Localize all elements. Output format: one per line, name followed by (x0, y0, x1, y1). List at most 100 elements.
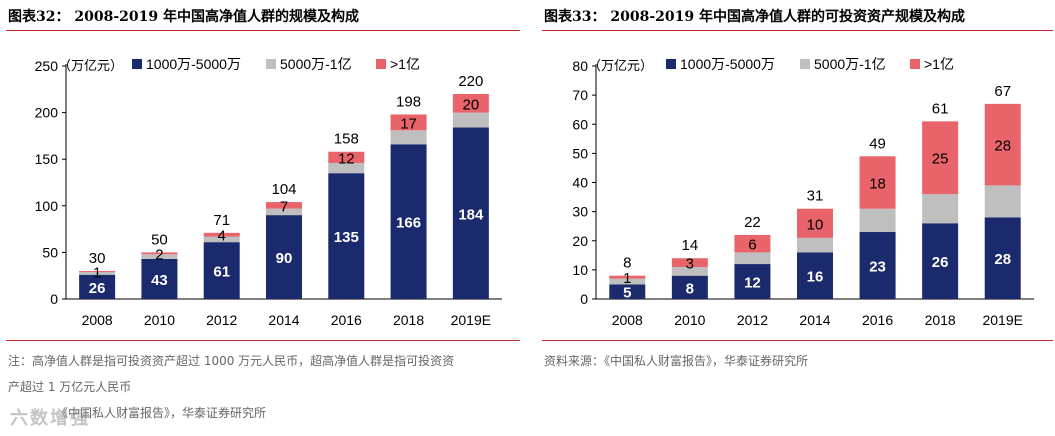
bar-segment (797, 252, 833, 299)
bar-segment (671, 258, 708, 267)
y-tick-label: 40 (572, 175, 588, 191)
total-label: 71 (213, 212, 230, 229)
x-tick-label: 2014 (268, 312, 299, 328)
bar-segment (984, 217, 1021, 299)
y-tick-label: 80 (572, 58, 588, 74)
total-label: 67 (994, 83, 1011, 100)
x-tick-label: 2012 (737, 312, 768, 328)
y-tick-label: 150 (35, 151, 59, 167)
x-tick-label: 2012 (206, 312, 237, 328)
data-label: 43 (151, 272, 168, 289)
x-tick-label: 2019E (982, 312, 1022, 328)
y-tick-label: 60 (572, 116, 588, 132)
legend-swatch (266, 59, 276, 69)
data-label: 4 (218, 228, 226, 245)
bar-segment (859, 208, 896, 233)
data-label: 28 (994, 138, 1011, 155)
note-line-2: 产超过 1 万亿元人民币 (8, 380, 132, 394)
legend-swatch (132, 59, 142, 69)
y-tick-label: 20 (572, 233, 588, 249)
legend-label: >1亿 (390, 56, 420, 72)
legend-label: 5000万-1亿 (280, 56, 352, 72)
y-tick-label: 10 (572, 262, 588, 278)
x-tick-label: 2018 (925, 312, 956, 328)
bar-segment (797, 237, 833, 253)
watermark: 六数增强 (10, 408, 90, 429)
bar-segment (141, 258, 178, 299)
legend-swatch (800, 59, 810, 69)
bar-segment (390, 130, 427, 145)
note-line-1: 注：高净值人群是指可投资资产超过 1000 万元人民币，超高净值人群是指可投资资 (8, 354, 455, 368)
total-label: 50 (151, 231, 168, 248)
data-label: 1 (623, 270, 631, 287)
bar-segment (671, 275, 708, 299)
data-label: 23 (869, 259, 886, 276)
legend-label: 1000万-5000万 (146, 56, 241, 72)
data-label: 25 (932, 151, 949, 168)
total-label: 22 (744, 214, 761, 231)
data-label: 5 (623, 285, 631, 302)
legend-swatch (910, 59, 920, 69)
chart-panel-left: 图表32： 2008-2019 年中国高净值人群的规模及构成 （万亿元） 0 50 1… (0, 0, 522, 436)
data-label: 7 (280, 198, 288, 215)
total-label: 158 (334, 131, 359, 148)
data-label: 20 (463, 96, 480, 113)
bar-segment (797, 208, 833, 238)
bar-segment (328, 173, 365, 299)
legend-label: 5000万-1亿 (814, 56, 886, 72)
bar-segment (734, 264, 771, 299)
bar-segment (734, 252, 771, 265)
bottom-divider (6, 340, 520, 341)
total-label: 31 (807, 188, 824, 205)
bar-segment (328, 151, 365, 163)
y-tick-label: 50 (42, 244, 58, 260)
source-line: 《中国私人财富报告》，华泰证券研究所 (56, 406, 267, 420)
stacked-bar-chart-assets: （万亿元）01020304050607080518200883142010126… (572, 56, 1034, 328)
data-label: 135 (334, 229, 359, 246)
bar-segment (671, 266, 708, 276)
data-label: 26 (932, 254, 949, 271)
data-label: 2 (155, 246, 163, 263)
bar-segment (390, 144, 427, 299)
data-label: 184 (458, 206, 484, 223)
x-tick-label: 2010 (144, 312, 175, 328)
total-label: 14 (682, 237, 699, 254)
chart-panel-right: 图表33： 2008-2019 年中国高净值人群的可投资资产规模及构成 （万亿元… (536, 0, 1055, 436)
bar-segment (266, 208, 302, 216)
stacked-bar-chart-people: （万亿元）05010015020025026130200843250201061… (35, 56, 502, 328)
total-label: 8 (623, 255, 631, 272)
bar-segment (734, 234, 771, 253)
data-label: 26 (89, 280, 106, 297)
data-label: 1 (93, 265, 101, 282)
x-tick-label: 2008 (612, 312, 643, 328)
legend-label: 1000万-5000万 (680, 56, 775, 72)
bar-segment (922, 194, 959, 224)
figure-title: 图表32： 2008-2019 年中国高净值人群的规模及构成 (8, 9, 359, 25)
legend-swatch (376, 59, 386, 69)
total-label: 61 (932, 100, 949, 117)
y-tick-label: 30 (572, 204, 588, 220)
data-label: 8 (686, 280, 694, 297)
bar-segment (141, 254, 178, 259)
y-tick-label: 200 (35, 105, 59, 121)
total-label: 104 (271, 181, 296, 198)
data-label: 90 (276, 250, 293, 267)
data-label: 12 (338, 150, 355, 167)
y-tick-label: 250 (35, 58, 59, 74)
x-tick-label: 2018 (393, 312, 424, 328)
y-axis-unit: （万亿元） (58, 58, 123, 73)
data-label: 10 (807, 216, 824, 233)
bar-segment (266, 215, 302, 299)
data-label: 18 (869, 176, 886, 193)
data-label: 3 (686, 256, 694, 273)
data-label: 17 (400, 115, 417, 132)
bar-segment (859, 156, 896, 209)
bar-segment (203, 232, 240, 237)
bar-segment (79, 271, 116, 272)
bar-segment (141, 252, 178, 255)
source-line: 资料来源：《中国私人财富报告》，华泰证券研究所 (544, 354, 809, 368)
bar-segment (452, 93, 489, 113)
x-tick-label: 2014 (799, 312, 830, 328)
bar-segment (266, 202, 302, 209)
bar-segment (452, 127, 489, 300)
